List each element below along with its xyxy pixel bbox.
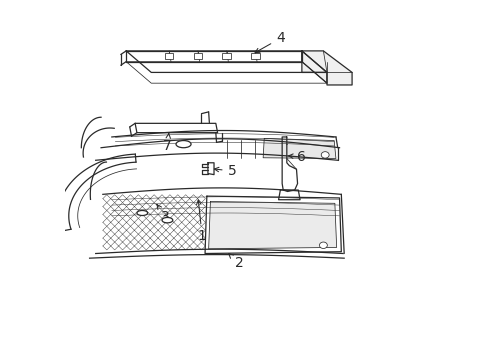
Polygon shape [282, 137, 297, 192]
Polygon shape [126, 62, 326, 83]
Polygon shape [126, 51, 326, 72]
Polygon shape [301, 51, 326, 83]
Bar [193, 53, 202, 59]
Bar [164, 53, 173, 59]
Bar [222, 53, 230, 59]
Polygon shape [204, 196, 341, 253]
Text: 2: 2 [228, 254, 243, 270]
Text: 3: 3 [157, 204, 170, 224]
Ellipse shape [162, 217, 172, 223]
Bar [250, 53, 259, 59]
Polygon shape [263, 138, 335, 158]
Polygon shape [208, 202, 336, 249]
Polygon shape [278, 190, 300, 200]
Polygon shape [301, 51, 351, 85]
Ellipse shape [321, 152, 328, 158]
Polygon shape [135, 123, 217, 133]
Polygon shape [207, 163, 214, 175]
Ellipse shape [176, 140, 191, 148]
Text: 7: 7 [163, 133, 171, 153]
Ellipse shape [137, 211, 147, 216]
Text: 6: 6 [288, 150, 305, 164]
Text: 1: 1 [196, 200, 206, 243]
Polygon shape [126, 51, 301, 62]
Ellipse shape [319, 242, 326, 248]
Text: 5: 5 [214, 164, 236, 178]
Text: 4: 4 [255, 31, 284, 53]
